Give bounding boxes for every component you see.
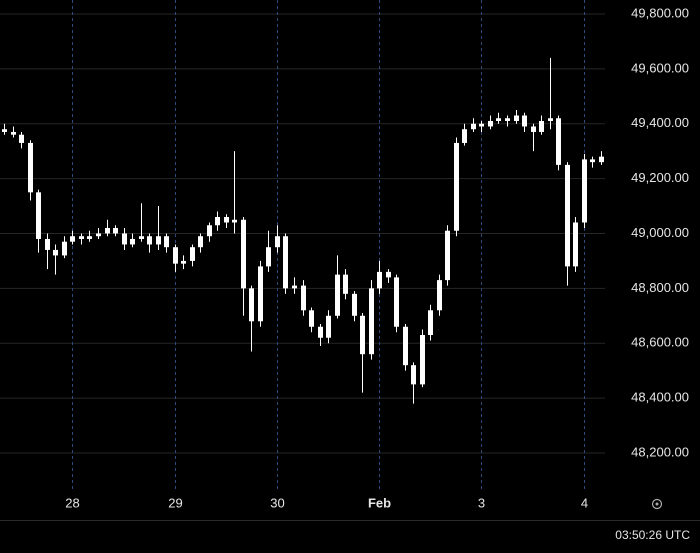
y-tick-label: 49,600.00 — [631, 60, 689, 75]
candle-body — [590, 159, 595, 163]
candle-body — [130, 238, 135, 245]
candle-body — [258, 266, 263, 322]
candle-body — [181, 260, 186, 264]
candle-body — [28, 142, 33, 193]
candle-body — [70, 236, 75, 242]
candle-body — [105, 227, 110, 234]
candle-body — [394, 277, 399, 327]
candle-body — [266, 247, 271, 267]
candle-body — [326, 315, 331, 338]
candle-body — [19, 134, 24, 143]
candle-body — [173, 247, 178, 264]
candle-body — [190, 247, 195, 261]
candle-body — [496, 118, 501, 121]
candle-body — [479, 123, 484, 127]
y-tick-label: 48,600.00 — [631, 335, 689, 350]
candle-body — [539, 120, 544, 132]
candle-body — [565, 164, 570, 267]
candle-body — [343, 274, 348, 294]
candle-body — [198, 236, 203, 248]
candle-body — [582, 159, 587, 223]
candle-body — [599, 156, 604, 163]
candle-body — [96, 233, 101, 237]
candle-body — [164, 236, 169, 248]
candle-body — [309, 310, 314, 327]
candle-body — [437, 280, 442, 311]
y-tick-label: 49,200.00 — [631, 170, 689, 185]
candle-body — [335, 274, 340, 316]
candle-body — [454, 142, 459, 231]
candle-body — [207, 225, 212, 237]
settings-icon[interactable] — [651, 498, 663, 510]
x-tick-label: Feb — [368, 495, 391, 510]
candle-body — [292, 285, 297, 289]
candle-body — [249, 288, 254, 322]
candle-body — [471, 123, 476, 130]
y-tick-label: 49,000.00 — [631, 225, 689, 240]
candle-body — [531, 126, 536, 132]
clock: 03:50:26 UTC — [615, 528, 690, 542]
settings-icon-dot — [655, 502, 659, 506]
candle-body — [318, 326, 323, 338]
candle-body — [352, 293, 357, 316]
candle-body — [445, 230, 450, 281]
candle-body — [573, 222, 578, 267]
candle-body — [428, 310, 433, 335]
candle-body — [156, 236, 161, 245]
candle-body — [411, 365, 416, 385]
candle-body — [147, 236, 152, 245]
candle-body — [224, 217, 229, 223]
candle-body — [548, 118, 553, 121]
y-tick-label: 48,400.00 — [631, 390, 689, 405]
candle-body — [360, 315, 365, 355]
candle-body — [232, 219, 237, 223]
candle-body — [514, 115, 519, 121]
candle-body — [275, 236, 280, 248]
candle-body — [377, 271, 382, 289]
x-tick-label: 3 — [478, 495, 485, 510]
candle-body — [122, 233, 127, 245]
x-tick-label: 28 — [65, 495, 79, 510]
x-tick-label: 4 — [581, 495, 588, 510]
candle-body — [2, 129, 7, 132]
candle-body — [53, 249, 58, 256]
candle-body — [11, 131, 16, 135]
candle-body — [386, 271, 391, 278]
candle-body — [556, 118, 561, 165]
y-tick-label: 49,800.00 — [631, 5, 689, 20]
candle-body — [113, 227, 118, 234]
candle-body — [505, 118, 510, 121]
candle-body — [45, 238, 50, 250]
candle-body — [403, 326, 408, 366]
candle-body — [301, 285, 306, 311]
candle-body — [79, 236, 84, 239]
candle-body — [369, 288, 374, 355]
candle-body — [215, 217, 220, 226]
y-tick-label: 48,200.00 — [631, 444, 689, 459]
y-tick-label: 48,800.00 — [631, 280, 689, 295]
candle-body — [488, 120, 493, 127]
candle-body — [420, 334, 425, 385]
candle-body — [87, 236, 92, 239]
candle-body — [36, 192, 41, 239]
candle-body — [139, 236, 144, 239]
candle-body — [62, 241, 67, 256]
x-tick-label: 29 — [168, 495, 182, 510]
y-tick-label: 49,400.00 — [631, 115, 689, 130]
candle-body — [241, 219, 246, 289]
candle-body — [283, 236, 288, 289]
x-tick-label: 30 — [270, 495, 284, 510]
candle-body — [462, 129, 467, 143]
candle-body — [522, 115, 527, 127]
